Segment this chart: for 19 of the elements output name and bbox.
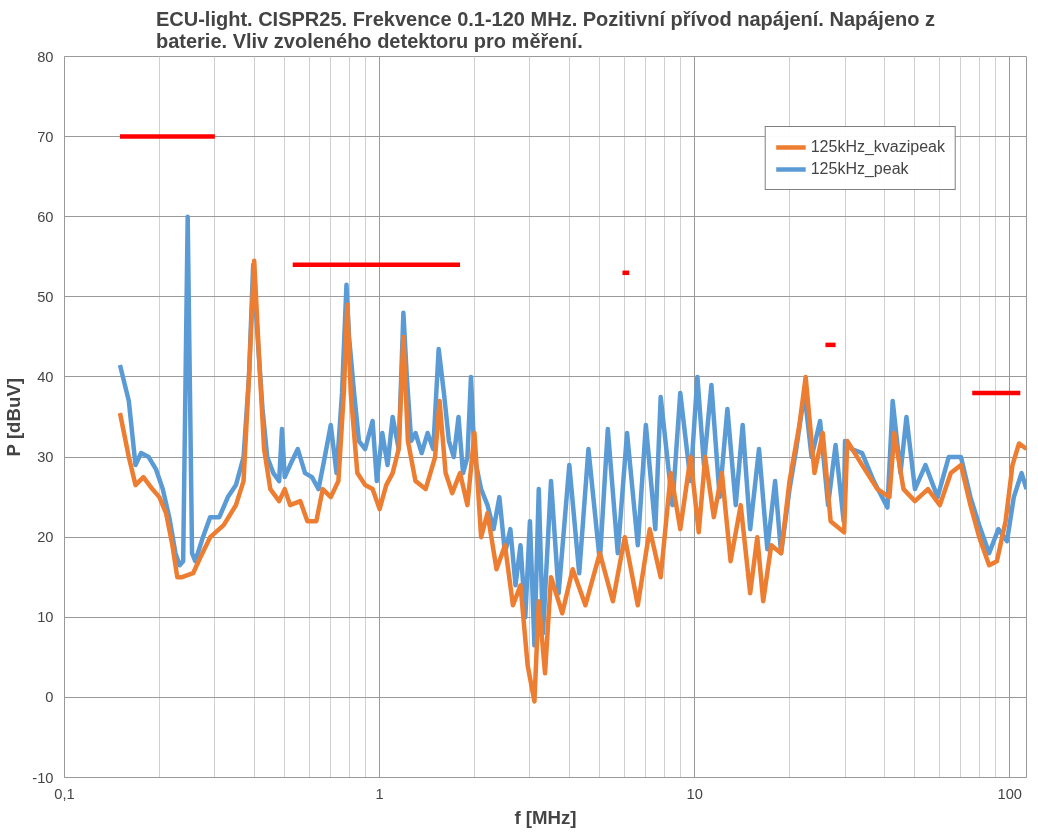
legend-label: 125kHz_kvazipeak — [810, 138, 945, 156]
chart-title: ECU-light. CISPR25. Frekvence 0.1-120 MHz. Pozitivní přívod napájení. Napájeno z baterie. Vliv zvoleného detektoru pro měření. — [155, 7, 936, 52]
y-tick-label: 0 — [45, 689, 54, 706]
y-tick-label: 30 — [37, 449, 54, 466]
y-tick-label: 10 — [37, 609, 54, 626]
x-tick-label: 10 — [686, 785, 703, 802]
x-axis-title: f [MHz] — [514, 806, 577, 828]
y-tick-label: 20 — [37, 529, 54, 546]
y-tick-label: -10 — [32, 769, 54, 786]
y-tick-label: 40 — [37, 368, 54, 385]
x-tick-label: 100 — [997, 785, 1023, 802]
y-axis-title: P [dBuV] — [3, 377, 25, 457]
y-tick-label: 60 — [37, 208, 54, 225]
legend-label: 125kHz_peak — [810, 160, 909, 178]
y-tick-label: 80 — [37, 48, 54, 65]
y-tick-label: 70 — [37, 128, 54, 145]
y-tick-label: 50 — [37, 288, 54, 305]
x-tick-label: 1 — [375, 785, 384, 802]
x-tick-label: 0,1 — [54, 785, 75, 802]
